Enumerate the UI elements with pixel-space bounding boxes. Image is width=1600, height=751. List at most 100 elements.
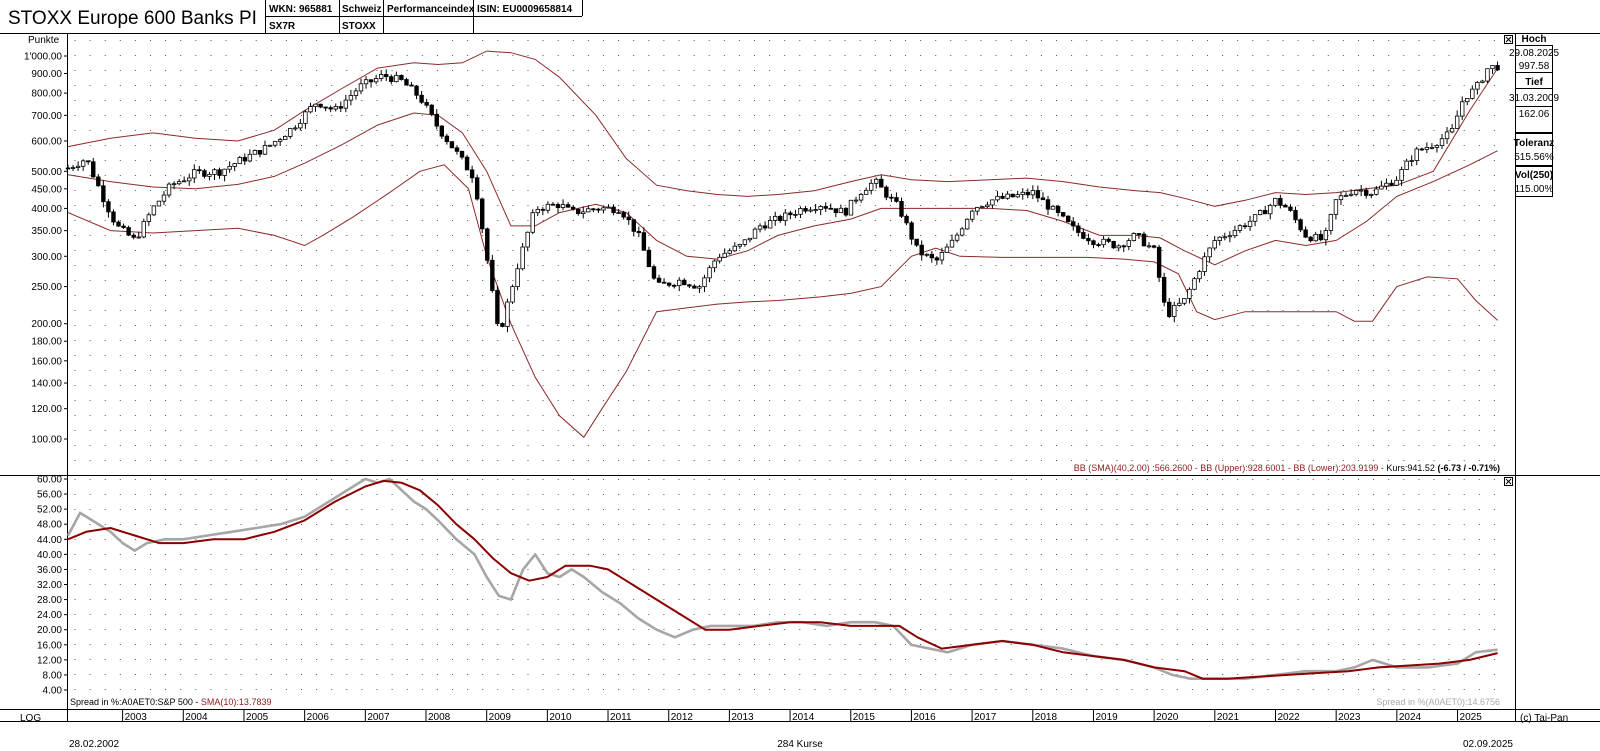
candle xyxy=(1177,297,1182,307)
candle xyxy=(91,157,96,178)
candle xyxy=(378,69,384,82)
x-tick-label: 2011 xyxy=(610,712,632,723)
candle xyxy=(742,239,748,247)
candle xyxy=(1020,188,1025,200)
candle xyxy=(894,192,899,203)
candle xyxy=(1126,238,1132,251)
close-lower-button[interactable] xyxy=(1504,477,1513,486)
candle xyxy=(187,173,192,186)
candle xyxy=(606,204,611,209)
candle xyxy=(1207,247,1212,262)
candle xyxy=(111,209,116,226)
candle xyxy=(510,284,515,304)
y-tick-label: 1'000.00 xyxy=(24,52,62,63)
candle xyxy=(773,211,778,226)
candle xyxy=(1071,217,1076,231)
x-tick-label: 2013 xyxy=(731,712,754,723)
x-tick-label: 2023 xyxy=(1338,712,1361,723)
y-tick-label: 900.00 xyxy=(31,69,62,80)
y-tick-label: 800.00 xyxy=(31,89,62,100)
grid-upper xyxy=(74,40,1495,462)
candle xyxy=(515,263,520,291)
candle xyxy=(1268,203,1273,220)
candle xyxy=(1161,272,1167,307)
candle xyxy=(525,231,530,252)
candle xyxy=(868,179,874,195)
end-date: 02.09.2025 xyxy=(1463,739,1513,750)
candle xyxy=(414,84,419,100)
y-tick-label: 44.00 xyxy=(37,535,62,546)
candle xyxy=(954,232,960,243)
candle xyxy=(904,214,909,226)
candle xyxy=(540,207,546,216)
spread-lines xyxy=(66,477,1498,680)
wkn-label: WKN: 965881 xyxy=(269,4,333,15)
candle xyxy=(550,202,556,206)
candle xyxy=(1424,142,1430,154)
start-date: 28.02.2002 xyxy=(69,739,119,750)
candle xyxy=(409,82,414,87)
candle xyxy=(646,246,652,268)
candle xyxy=(767,216,773,229)
legend-bb-sma: BB (SMA)(40,2.00) :566.2600 xyxy=(1074,463,1193,473)
candle xyxy=(328,105,333,113)
log-scale-label[interactable]: LOG xyxy=(20,713,41,724)
candle xyxy=(490,254,495,293)
x-axis: 2003 2004 2005 2006 2007 2008 2009 2010 2011 2012… xyxy=(122,709,1482,723)
candle xyxy=(1364,187,1369,199)
x-tick-label: 2022 xyxy=(1277,712,1300,723)
candle xyxy=(1323,227,1329,246)
y-tick-label: 500.00 xyxy=(31,167,62,178)
candle xyxy=(1343,192,1349,198)
candle xyxy=(303,109,308,129)
candle xyxy=(783,209,788,226)
close-upper-button[interactable] xyxy=(1504,35,1513,44)
candle xyxy=(338,101,343,113)
tolerance-value: 515.56% xyxy=(1514,152,1554,163)
candle xyxy=(661,278,667,284)
candle xyxy=(212,168,217,181)
candle xyxy=(1025,188,1030,199)
candle xyxy=(631,219,636,237)
candle xyxy=(1156,244,1162,283)
candle xyxy=(803,205,808,214)
candle xyxy=(1247,215,1253,231)
x-tick-label: 2008 xyxy=(428,712,451,723)
country-label: Schweiz xyxy=(342,4,381,15)
candle xyxy=(373,74,379,85)
y-tick-label: 52.00 xyxy=(37,505,62,516)
candle xyxy=(1374,186,1379,196)
y-tick-label: 16.00 xyxy=(37,640,62,651)
candle xyxy=(671,283,677,289)
candle xyxy=(1338,191,1344,206)
candle xyxy=(914,238,919,247)
candle xyxy=(459,150,465,160)
candle xyxy=(1313,231,1318,242)
candle xyxy=(197,166,202,174)
candle xyxy=(1141,231,1147,247)
candle xyxy=(1283,203,1288,208)
candle xyxy=(919,240,924,261)
x-tick-label: 2017 xyxy=(974,712,997,723)
candle xyxy=(1429,143,1435,150)
candle xyxy=(889,193,894,203)
candle xyxy=(449,141,455,149)
candle xyxy=(874,177,879,189)
close-icon xyxy=(1505,478,1512,485)
candle xyxy=(1439,133,1445,149)
candle xyxy=(192,164,197,184)
candle xyxy=(333,103,338,112)
candle xyxy=(207,172,212,181)
candle xyxy=(399,74,404,81)
candle xyxy=(535,206,540,217)
candle xyxy=(480,197,485,234)
candle xyxy=(439,125,445,139)
y-axis-upper: 1'000.00 900.00 800.00 700.00 600.00 500.00 45… xyxy=(24,52,68,446)
candle xyxy=(257,150,263,158)
y-tick-label: 24.00 xyxy=(37,610,62,621)
candle xyxy=(1318,230,1323,242)
legend-bb-lower: BB (Lower):203.9199 xyxy=(1293,463,1378,473)
candle xyxy=(1076,222,1081,237)
y-tick-label: 120.00 xyxy=(31,404,62,415)
